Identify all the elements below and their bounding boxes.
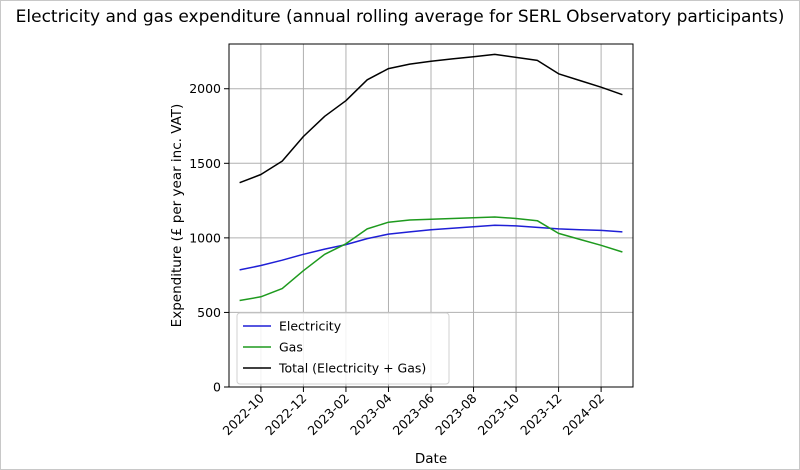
x-tick-label: 2023-04: [347, 390, 395, 438]
y-tick-label: 0: [213, 380, 221, 395]
x-tick-label: 2023-06: [390, 390, 438, 438]
y-tick-label: 2000: [189, 81, 221, 96]
x-tick-label: 2022-12: [262, 391, 310, 439]
x-tick-label: 2023-12: [517, 391, 565, 439]
legend: Electricity Gas Total (Electricity + Gas): [236, 312, 450, 385]
y-axis-ticks: 0 500 1000 1500 2000: [189, 81, 229, 395]
x-axis-label: Date: [415, 451, 447, 467]
x-tick-label: 2022-10: [219, 390, 267, 438]
y-tick-label: 1000: [189, 230, 221, 245]
legend-label: Gas: [279, 340, 303, 355]
legend-label: Electricity: [279, 319, 342, 334]
chart-title: Electricity and gas expenditure (annual …: [16, 7, 785, 27]
x-tick-label: 2023-02: [305, 391, 353, 439]
y-tick-label: 500: [197, 305, 221, 320]
legend-label: Total (Electricity + Gas): [278, 361, 426, 376]
series-layer: [239, 53, 623, 302]
x-axis-ticks: 2022-102022-122023-022023-042023-062023-…: [219, 387, 607, 438]
series-line-electricity: [239, 224, 623, 271]
y-axis-label: Expenditure (£ per year inc. VAT): [169, 104, 185, 328]
series-line-gas: [239, 216, 623, 302]
legend-box: [236, 312, 450, 385]
y-tick-label: 1500: [189, 156, 221, 171]
x-tick-label: 2023-10: [475, 390, 523, 438]
series-line-total-electricity-gas: [239, 53, 623, 184]
x-tick-label: 2024-02: [560, 391, 608, 439]
x-tick-label: 2023-08: [432, 390, 480, 438]
